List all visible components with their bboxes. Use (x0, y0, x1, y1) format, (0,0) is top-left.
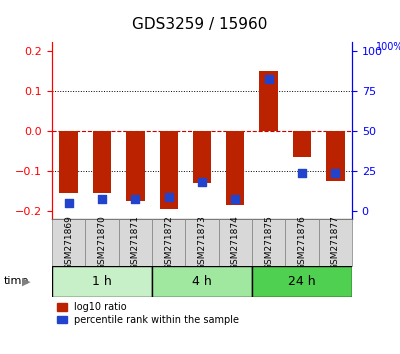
Bar (226, 131, 244, 205)
Text: GSM271877: GSM271877 (331, 215, 340, 270)
Text: 4 h: 4 h (192, 275, 212, 288)
Point (132, 196, 138, 201)
FancyBboxPatch shape (252, 219, 285, 266)
Bar (293, 131, 311, 157)
Text: 100%: 100% (376, 42, 400, 52)
Text: GSM271876: GSM271876 (298, 215, 306, 270)
Point (199, 179, 205, 185)
FancyBboxPatch shape (85, 219, 119, 266)
Bar (60, 131, 78, 193)
FancyBboxPatch shape (219, 219, 252, 266)
FancyBboxPatch shape (152, 219, 185, 266)
Bar (152, 266, 252, 297)
Bar (52, 266, 152, 297)
Legend: log10 ratio, percentile rank within the sample: log10 ratio, percentile rank within the … (57, 302, 239, 325)
Bar (93, 131, 111, 193)
Text: ▶: ▶ (22, 276, 30, 286)
FancyBboxPatch shape (119, 219, 152, 266)
Point (66, 201, 72, 206)
FancyBboxPatch shape (319, 219, 352, 266)
Text: GSM271869: GSM271869 (64, 215, 73, 270)
Point (166, 194, 172, 200)
Text: GSM271872: GSM271872 (164, 215, 173, 270)
Text: GDS3259 / 15960: GDS3259 / 15960 (132, 17, 268, 32)
Point (99, 196, 105, 201)
Bar (252, 266, 352, 297)
FancyBboxPatch shape (285, 219, 319, 266)
Text: 1 h: 1 h (92, 275, 112, 288)
Text: 24 h: 24 h (288, 275, 316, 288)
Bar (326, 131, 344, 181)
FancyBboxPatch shape (185, 219, 219, 266)
Text: GSM271873: GSM271873 (198, 215, 206, 270)
Bar (260, 72, 278, 131)
Bar (126, 131, 144, 201)
Point (332, 170, 338, 176)
Point (266, 77, 272, 82)
Text: GSM271870: GSM271870 (98, 215, 106, 270)
Point (299, 170, 305, 176)
Bar (160, 131, 178, 210)
FancyBboxPatch shape (52, 219, 85, 266)
Point (232, 196, 238, 201)
Text: GSM271874: GSM271874 (231, 215, 240, 270)
Text: GSM271871: GSM271871 (131, 215, 140, 270)
Text: GSM271875: GSM271875 (264, 215, 273, 270)
Bar (193, 131, 211, 183)
Text: time: time (4, 276, 29, 286)
